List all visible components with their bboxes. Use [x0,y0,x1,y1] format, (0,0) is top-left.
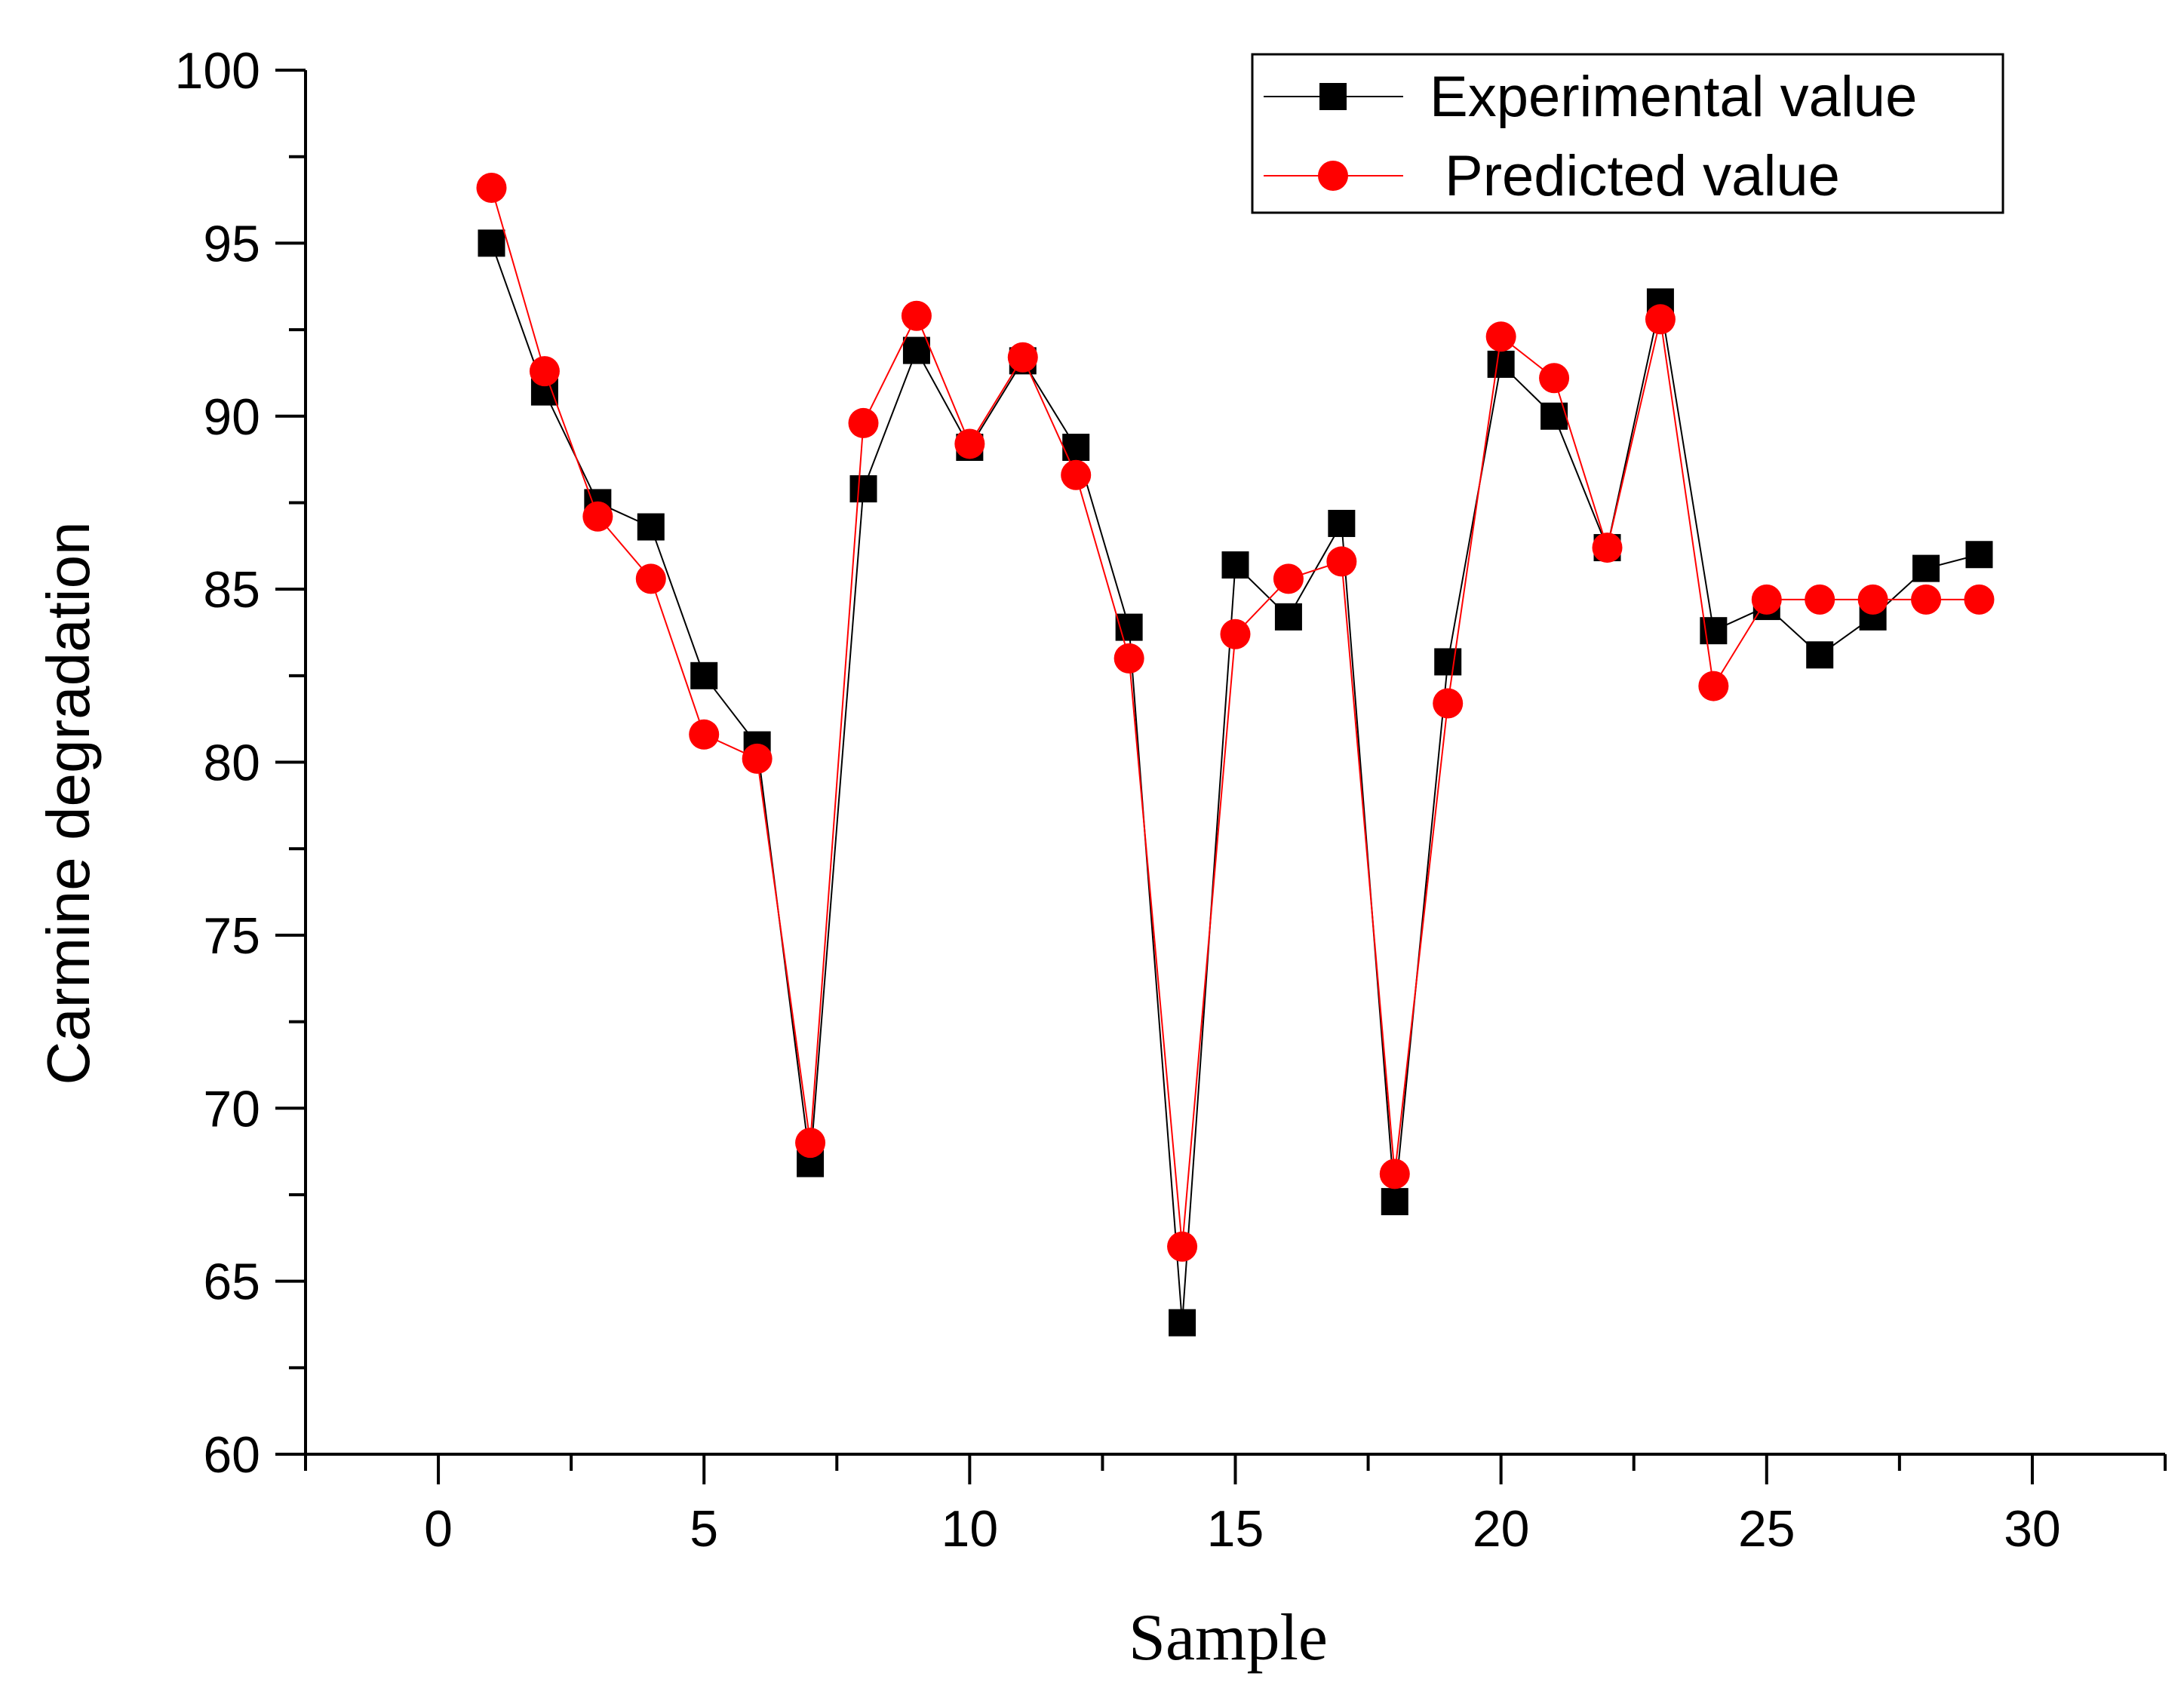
data-point-predicted-value [582,501,613,532]
data-point-predicted-value [1592,533,1623,563]
data-point-predicted-value [1805,584,1835,615]
legend-label-predicted: Predicted value [1445,144,1840,208]
y-tick-label: 65 [203,1254,260,1311]
y-tick-label: 85 [203,561,260,618]
data-point-experimental-value [690,661,718,689]
series-group [476,172,1995,1337]
data-point-experimental-value [1434,648,1462,676]
data-point-predicted-value [848,407,879,438]
data-point-predicted-value [635,563,666,594]
data-point-predicted-value [1857,584,1888,615]
data-point-predicted-value [529,356,560,387]
x-tick-label: 30 [2004,1500,2061,1558]
x-tick-label: 10 [941,1500,999,1558]
y-tick-label: 100 [175,42,260,100]
data-point-experimental-value [1806,641,1834,669]
data-point-experimental-value [637,513,665,541]
legend: Experimental value Predicted value [1251,53,2004,214]
data-point-predicted-value [1911,584,1942,615]
data-point-predicted-value [1326,546,1357,577]
data-point-experimental-value [478,229,505,257]
data-point-predicted-value [954,428,985,459]
data-point-experimental-value [1169,1309,1196,1337]
data-point-predicted-value [1539,363,1570,394]
data-point-predicted-value [1167,1231,1198,1262]
y-tick-label: 70 [203,1080,260,1137]
data-point-predicted-value [1751,584,1782,615]
data-point-experimental-value [902,336,930,364]
series-predicted-value [476,172,1995,1262]
data-point-predicted-value [1379,1159,1410,1189]
data-point-predicted-value [1433,688,1464,719]
x-tick-label: 20 [1473,1500,1530,1558]
data-point-predicted-value [1007,342,1038,373]
data-point-predicted-value [1485,321,1516,352]
data-point-experimental-value [1912,554,1940,582]
data-point-predicted-value [476,172,507,203]
data-point-predicted-value [1061,459,1092,490]
y-tick-label: 95 [203,215,260,272]
data-point-experimental-value [1328,509,1356,537]
x-tick-label: 0 [424,1500,453,1558]
x-tick-label: 25 [1738,1500,1795,1558]
data-point-predicted-value [1220,618,1251,649]
y-axis-label: Carmine degradation [35,521,102,1085]
data-point-predicted-value [1273,563,1304,594]
data-point-experimental-value [1381,1188,1408,1216]
legend-label-experimental: Experimental value [1430,65,1917,129]
data-point-experimental-value [1062,434,1090,462]
data-point-predicted-value [795,1128,826,1159]
data-point-experimental-value [849,475,877,503]
data-point-experimental-value [1487,350,1515,378]
y-tick-label: 90 [203,388,260,446]
data-point-predicted-value [1698,671,1729,701]
data-point-predicted-value [1964,584,1995,615]
y-tick-label: 75 [203,907,260,965]
data-point-predicted-value [689,719,720,750]
data-point-experimental-value [1965,541,1993,569]
legend-box [1251,53,2004,214]
y-tick-label: 80 [203,735,260,792]
data-point-experimental-value [1274,603,1302,631]
data-point-experimental-value [1221,551,1249,579]
axes: 60 65 70 75 80 85 90 95 100 0 5 10 15 20 25 30 [175,42,2167,1558]
x-tick-label: 15 [1207,1500,1264,1558]
data-point-predicted-value [1114,643,1144,674]
x-axis-label: Sample [1129,1601,1328,1674]
data-point-predicted-value [1645,304,1676,335]
x-tick-label: 5 [690,1500,718,1558]
data-point-predicted-value [901,300,932,331]
y-tick-label: 60 [203,1426,260,1484]
data-point-predicted-value [742,743,773,774]
legend-marker-predicted [1318,161,1348,191]
legend-marker-experimental [1319,83,1347,110]
